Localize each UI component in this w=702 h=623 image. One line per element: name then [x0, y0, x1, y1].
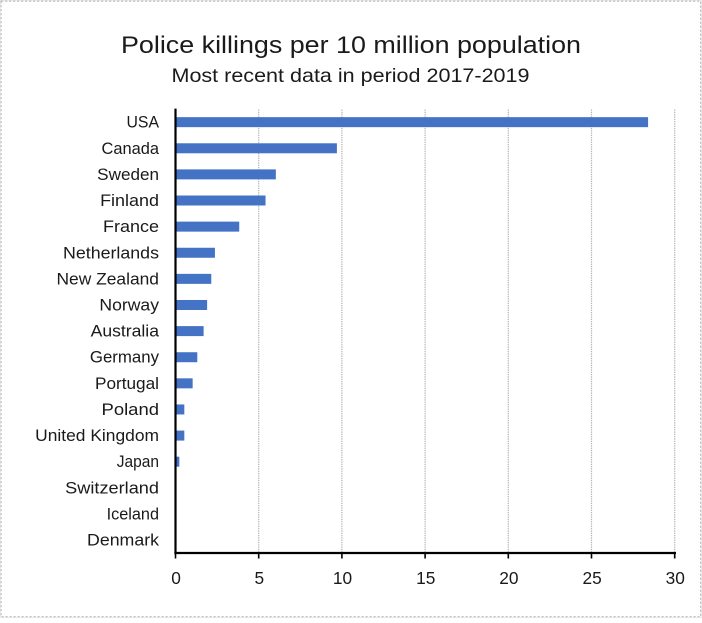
- svg-text:15: 15: [416, 568, 435, 588]
- svg-text:30: 30: [666, 568, 685, 588]
- svg-text:Denmark: Denmark: [87, 531, 160, 550]
- svg-text:0: 0: [171, 568, 181, 588]
- svg-text:Most recent data in period 201: Most recent data in period 2017-2019: [172, 65, 530, 87]
- svg-text:Switzerland: Switzerland: [65, 478, 159, 497]
- svg-text:New Zealand: New Zealand: [57, 269, 160, 288]
- svg-text:Norway: Norway: [99, 295, 159, 314]
- svg-text:Finland: Finland: [100, 191, 159, 210]
- svg-text:France: France: [103, 217, 159, 236]
- svg-text:Germany: Germany: [90, 348, 160, 367]
- svg-text:Poland: Poland: [102, 400, 160, 419]
- svg-text:10: 10: [333, 568, 352, 588]
- svg-text:20: 20: [499, 568, 518, 588]
- svg-text:25: 25: [582, 568, 601, 588]
- svg-text:United Kingdom: United Kingdom: [35, 426, 159, 445]
- svg-text:Australia: Australia: [91, 322, 160, 341]
- svg-text:Japan: Japan: [117, 452, 159, 471]
- svg-text:Police killings per 10 million: Police killings per 10 million populatio…: [121, 32, 581, 59]
- svg-text:5: 5: [254, 568, 264, 588]
- svg-text:USA: USA: [127, 113, 160, 132]
- svg-text:Portugal: Portugal: [95, 374, 159, 393]
- svg-text:Iceland: Iceland: [107, 504, 159, 523]
- svg-text:Canada: Canada: [102, 139, 160, 158]
- svg-text:Netherlands: Netherlands: [63, 243, 159, 262]
- svg-text:Sweden: Sweden: [97, 165, 159, 184]
